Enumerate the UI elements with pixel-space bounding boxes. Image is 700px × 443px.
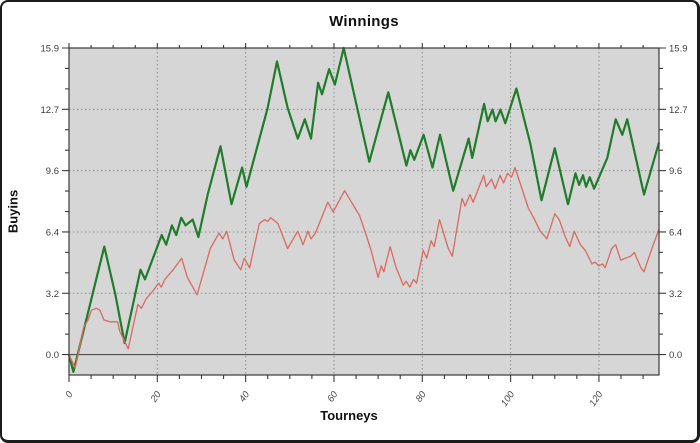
y-tick-label-right: 3.2 — [669, 289, 682, 300]
winnings-green-line — [67, 46, 661, 373]
y-tick-label-right: 6.4 — [669, 227, 682, 238]
y-tick-label-right: 12.7 — [669, 105, 688, 116]
y-tick-label-left: 9.6 — [46, 166, 59, 177]
x-tick-label: 100 — [499, 389, 518, 409]
y-tick-label-left: 15.9 — [41, 44, 60, 55]
y-tick-label-right: 0.0 — [669, 350, 682, 361]
winnings-red-line — [68, 166, 660, 369]
x-tick-label: 60 — [325, 389, 340, 405]
x-axis-title: Tourneys — [320, 408, 378, 423]
chart-title: Winnings — [329, 13, 399, 30]
plot-background — [69, 48, 659, 375]
y-tick-label-left: 0.0 — [46, 350, 59, 361]
y-tick-label-right: 9.6 — [669, 166, 682, 177]
y-tick-label-right: 15.9 — [669, 44, 688, 55]
y-tick-label-left: 12.7 — [41, 105, 60, 116]
y-tick-label-left: 6.4 — [46, 227, 59, 238]
x-tick-label: 40 — [237, 389, 252, 405]
x-tick-label: 80 — [414, 389, 429, 405]
x-tick-label: 120 — [587, 389, 606, 409]
x-tick-label: 0 — [63, 389, 75, 400]
y-tick-label-left: 3.2 — [46, 289, 59, 300]
x-tick-label: 20 — [148, 389, 164, 405]
